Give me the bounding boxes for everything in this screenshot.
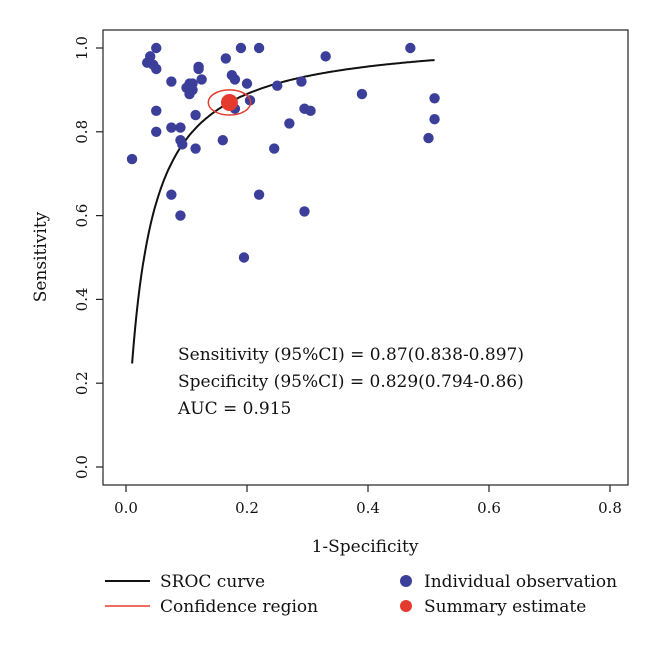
observation-point bbox=[305, 105, 316, 117]
observation-point bbox=[145, 51, 156, 62]
observation-point bbox=[175, 210, 186, 221]
x-tick-label: 0.0 bbox=[114, 499, 138, 517]
observation-point bbox=[429, 93, 440, 104]
legend-summary-dot bbox=[400, 600, 412, 612]
observation-point bbox=[193, 61, 204, 73]
observation-point bbox=[423, 132, 434, 144]
y-tick-label: 0.6 bbox=[73, 204, 91, 228]
observation-point bbox=[166, 189, 177, 200]
observation-point bbox=[238, 252, 250, 263]
x-tick-label: 0.4 bbox=[356, 499, 380, 517]
legend: SROC curve Confidence region Individual … bbox=[105, 572, 617, 617]
observation-point bbox=[166, 76, 177, 87]
observation-point bbox=[253, 42, 265, 54]
observation-point bbox=[196, 74, 207, 85]
observation-point bbox=[272, 80, 283, 91]
annotation-auc: AUC = 0.915 bbox=[177, 399, 291, 419]
observation-point bbox=[220, 53, 232, 64]
observation-point bbox=[151, 42, 162, 54]
annotation-sensitivity: Sensitivity (95%CI) = 0.87(0.838-0.897) bbox=[178, 345, 524, 365]
annotation-specificity: Specificity (95%CI) = 0.829(0.794-0.86) bbox=[178, 372, 524, 392]
observation-point bbox=[151, 105, 162, 117]
summary-estimate-point bbox=[220, 93, 238, 111]
observation-points bbox=[126, 42, 440, 263]
observation-point bbox=[296, 76, 307, 87]
observation-point bbox=[175, 122, 186, 133]
observation-point bbox=[284, 118, 295, 129]
x-tick-label: 0.6 bbox=[477, 499, 501, 517]
y-tick-label: 0.0 bbox=[73, 455, 91, 479]
confidence-region bbox=[207, 89, 252, 116]
observation-point bbox=[177, 139, 188, 150]
legend-observation-dot bbox=[400, 575, 412, 587]
x-axis-title: 1-Specificity bbox=[312, 537, 419, 557]
legend-observation-label: Individual observation bbox=[424, 572, 617, 592]
observation-point bbox=[126, 153, 138, 165]
axis-ticks: 0.0 0.2 0.4 0.6 0.8 0.0 0.2 0.4 0.6 0.8 1.0 bbox=[73, 36, 622, 517]
observation-point bbox=[151, 126, 162, 137]
observation-point bbox=[429, 114, 440, 125]
observation-point bbox=[269, 143, 280, 154]
observation-point bbox=[217, 134, 228, 146]
observation-point bbox=[299, 206, 310, 217]
observation-point bbox=[241, 78, 253, 89]
observation-point bbox=[166, 122, 177, 133]
observation-point bbox=[356, 88, 368, 100]
x-tick-label: 0.8 bbox=[598, 499, 622, 517]
observation-point bbox=[235, 42, 247, 54]
x-tick-label: 0.2 bbox=[235, 499, 259, 517]
plot-frame bbox=[102, 29, 629, 486]
legend-confidence-label: Confidence region bbox=[160, 597, 318, 617]
y-axis-title: Sensitivity bbox=[31, 211, 51, 302]
legend-summary-label: Summary estimate bbox=[424, 597, 586, 617]
observation-point bbox=[187, 78, 198, 89]
observation-point bbox=[190, 143, 201, 154]
observation-point bbox=[190, 109, 201, 121]
observation-point bbox=[151, 63, 162, 75]
observation-point bbox=[229, 74, 241, 85]
y-tick-label: 1.0 bbox=[73, 36, 91, 60]
observation-point bbox=[253, 189, 265, 200]
y-tick-label: 0.4 bbox=[73, 287, 91, 311]
y-tick-label: 0.2 bbox=[73, 371, 91, 395]
y-tick-label: 0.8 bbox=[73, 120, 91, 144]
summary-layer bbox=[207, 89, 252, 116]
legend-sroc-label: SROC curve bbox=[160, 572, 265, 592]
observation-point bbox=[405, 42, 416, 54]
observation-point bbox=[320, 51, 331, 62]
